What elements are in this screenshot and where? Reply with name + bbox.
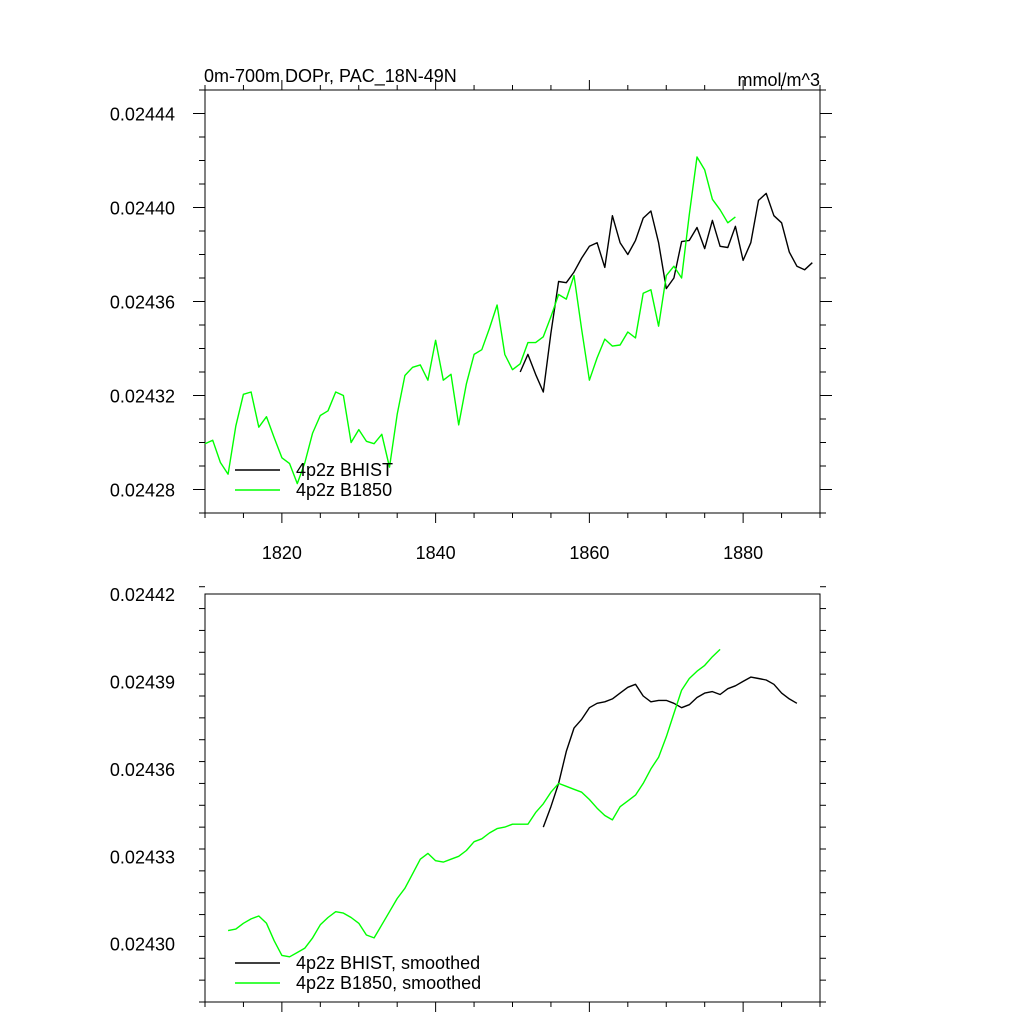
x-tick-label: 1880: [723, 543, 763, 563]
x-tick-label: 1840: [416, 543, 456, 563]
x-tick-label: 1820: [262, 543, 302, 563]
top-chart: 1820 1840 1860 1880 0.02428 0.02432 0.02436 0.0…: [110, 80, 832, 563]
plot-frame: [204, 593, 821, 1003]
legend-label: 4p2z B1850: [296, 480, 392, 500]
plot-frame: [204, 89, 821, 514]
y-tick-label: 0.02436: [110, 760, 175, 780]
series-line-b1850: [204, 156, 736, 485]
legend-label: 4p2z BHIST: [296, 460, 393, 480]
y-tick-label: 0.02432: [110, 387, 175, 407]
y-tick-label: 0.02444: [110, 105, 175, 125]
y-tick-label: 0.02430: [110, 935, 175, 955]
y-tick-label: 0.02439: [110, 672, 175, 692]
series-line-bhist: [542, 676, 798, 828]
bottom-chart: 0.02430 0.02433 0.02436 0.02439 0.02442 4p2z …: [110, 585, 826, 1012]
legend-label: 4p2z B1850, smoothed: [296, 973, 481, 993]
x-tick-label: 1860: [569, 543, 609, 563]
top-chart-units: mmol/m^3: [738, 70, 820, 90]
y-tick-label: 0.02440: [110, 199, 175, 219]
y-tick-label: 0.02436: [110, 293, 175, 313]
y-tick-label: 0.02428: [110, 481, 175, 501]
y-tick-label: 0.02442: [110, 585, 175, 605]
y-tick-label: 0.02433: [110, 847, 175, 867]
series-line-bhist: [519, 192, 813, 393]
top-chart-title: 0m-700m DOPr, PAC_18N-49N: [204, 66, 457, 87]
legend-label: 4p2z BHIST, smoothed: [296, 953, 480, 973]
series-line-b1850: [227, 648, 721, 958]
